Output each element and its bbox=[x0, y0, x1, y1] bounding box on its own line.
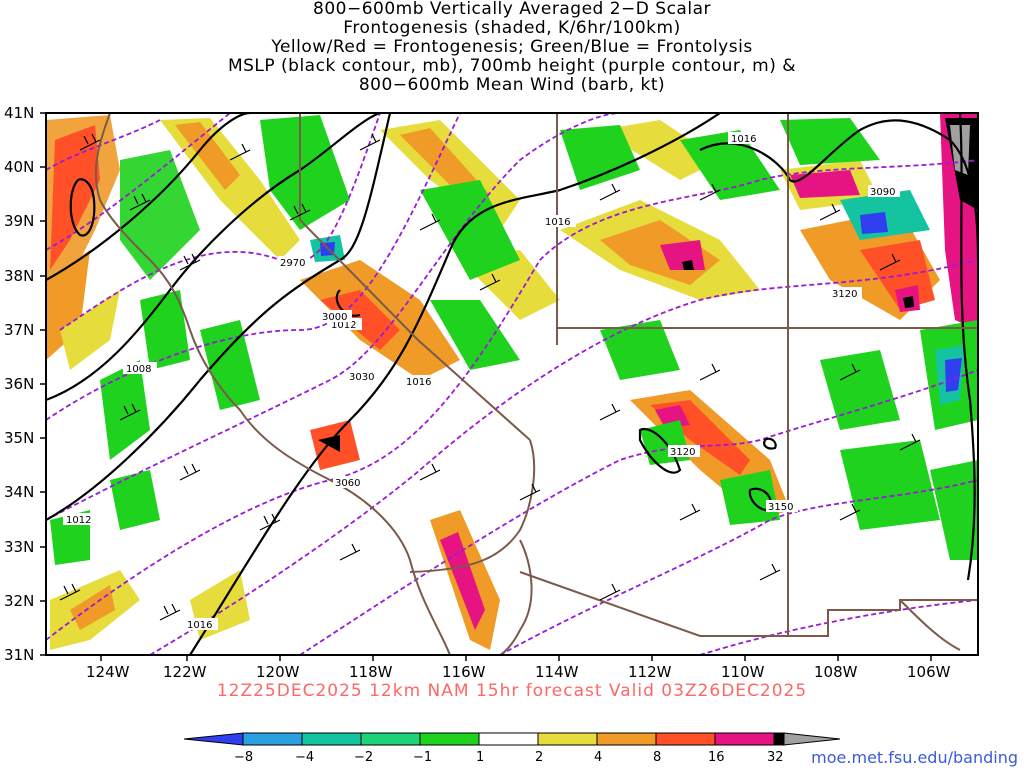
colorbar-bin bbox=[773, 732, 785, 746]
wind-barbs bbox=[59, 133, 921, 621]
lon-label-106w: 106W bbox=[907, 663, 951, 681]
colorbar-bin bbox=[478, 732, 539, 746]
lon-label-118w: 118W bbox=[349, 663, 393, 681]
credit-url[interactable]: moe.met.fsu.edu/banding bbox=[811, 748, 1018, 767]
colorbar-label: 2 bbox=[535, 750, 543, 765]
title-line-5: 800−600mb Mean Wind (barb, kt) bbox=[358, 75, 666, 95]
title-line-2: Frontogenesis (shaded, K/6hr/100km) bbox=[343, 18, 681, 38]
title-line-1: 800−600mb Vertically Averaged 2−D Scalar bbox=[313, 0, 711, 19]
lat-label-32n: 32N bbox=[4, 592, 34, 610]
lon-axis: 124W 122W 120W 118W 116W 114W 112W 110W … bbox=[86, 655, 951, 681]
state-borders bbox=[94, 113, 978, 655]
colorbar-label: −1 bbox=[413, 750, 432, 765]
mslp-label-5: 1012 bbox=[66, 515, 91, 526]
lon-label-112w: 112W bbox=[628, 663, 672, 681]
contour-labels: 1016 1016 1012 1008 1012 1016 1016 2970 … bbox=[63, 132, 900, 631]
lat-axis: 41N 40N 39N 38N 37N 36N 35N 34N 33N 32N … bbox=[4, 104, 46, 664]
height-label-8: 3150 bbox=[768, 502, 793, 513]
colorbar-bin bbox=[242, 732, 303, 746]
chart-title: 800−600mb Vertically Averaged 2−D Scalar… bbox=[0, 0, 1024, 95]
lat-label-38n: 38N bbox=[4, 267, 34, 285]
height-label-6: 3120 bbox=[832, 289, 857, 300]
mslp-label-1: 1016 bbox=[731, 134, 756, 145]
mslp-label-4: 1008 bbox=[126, 364, 151, 375]
lat-label-31n: 31N bbox=[4, 646, 34, 664]
mslp-label-6: 1016 bbox=[406, 377, 431, 388]
colorbar-label: −4 bbox=[295, 750, 314, 765]
height-label-5: 3090 bbox=[870, 187, 895, 198]
height-label-1: 2970 bbox=[280, 258, 305, 269]
height-label-7: 3120 bbox=[670, 447, 695, 458]
colorbar-label: 32 bbox=[767, 750, 784, 765]
colorbar-bin bbox=[537, 732, 598, 746]
colorbar-bin bbox=[714, 732, 775, 746]
lon-label-122w: 122W bbox=[163, 663, 207, 681]
colorbar: −8 −4 −2 −1 1 2 4 8 16 32 bbox=[183, 732, 841, 765]
title-line-3: Yellow/Red = Frontogenesis; Green/Blue =… bbox=[271, 37, 753, 57]
colorbar-right-arrow bbox=[783, 732, 841, 746]
colorbar-label: 4 bbox=[594, 750, 602, 765]
colorbar-bin bbox=[301, 732, 362, 746]
mslp-label-7: 1016 bbox=[187, 620, 212, 631]
colorbar-left-arrow bbox=[183, 732, 244, 746]
lat-label-34n: 34N bbox=[4, 483, 34, 501]
lat-label-37n: 37N bbox=[4, 321, 34, 339]
colorbar-bin bbox=[655, 732, 716, 746]
mslp-label-3: 1012 bbox=[331, 320, 356, 331]
height-label-3: 3030 bbox=[349, 372, 374, 383]
lat-label-35n: 35N bbox=[4, 429, 34, 447]
height-label-2: 3000 bbox=[322, 312, 347, 323]
lat-label-33n: 33N bbox=[4, 538, 34, 556]
colorbar-label: −8 bbox=[234, 750, 253, 765]
map-area: 1016 1016 1012 1008 1012 1016 1016 2970 … bbox=[46, 113, 978, 655]
lat-label-36n: 36N bbox=[4, 375, 34, 393]
colorbar-label: 16 bbox=[708, 750, 725, 765]
lat-label-41n: 41N bbox=[4, 104, 34, 122]
height-label-4: 3060 bbox=[335, 478, 360, 489]
colorbar-bin bbox=[419, 732, 480, 746]
lon-label-110w: 110W bbox=[721, 663, 765, 681]
lat-label-39n: 39N bbox=[4, 212, 34, 230]
lon-label-124w: 124W bbox=[86, 663, 130, 681]
lon-label-120w: 120W bbox=[256, 663, 300, 681]
colorbar-label: −2 bbox=[354, 750, 373, 765]
colorbar-bin bbox=[596, 732, 657, 746]
lon-label-114w: 114W bbox=[535, 663, 579, 681]
title-line-4: MSLP (black contour, mb), 700mb height (… bbox=[227, 56, 797, 76]
lon-label-116w: 116W bbox=[442, 663, 486, 681]
lat-label-40n: 40N bbox=[4, 158, 34, 176]
lon-label-108w: 108W bbox=[814, 663, 858, 681]
colorbar-bin bbox=[360, 732, 421, 746]
mslp-label-2: 1016 bbox=[545, 217, 570, 228]
mslp-contours bbox=[46, 113, 978, 655]
forecast-valid-text: 12Z25DEC2025 12km NAM 15hr forecast Vali… bbox=[216, 681, 808, 701]
colorbar-label: 1 bbox=[476, 750, 484, 765]
colorbar-label: 8 bbox=[653, 750, 661, 765]
